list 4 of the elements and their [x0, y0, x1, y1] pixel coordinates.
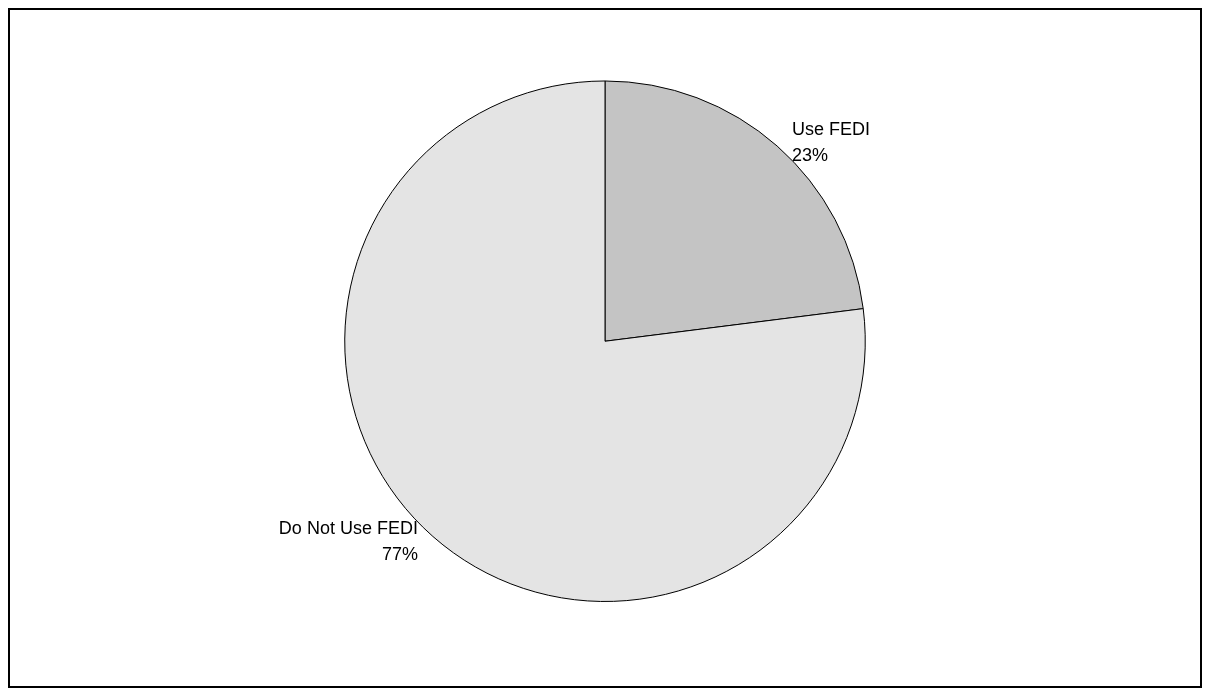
data-label: 77% [381, 543, 418, 564]
data-label: 23% [792, 144, 829, 165]
slice-label: Do Not Use FEDI [278, 517, 418, 538]
slice-label: Use FEDI [792, 118, 871, 139]
